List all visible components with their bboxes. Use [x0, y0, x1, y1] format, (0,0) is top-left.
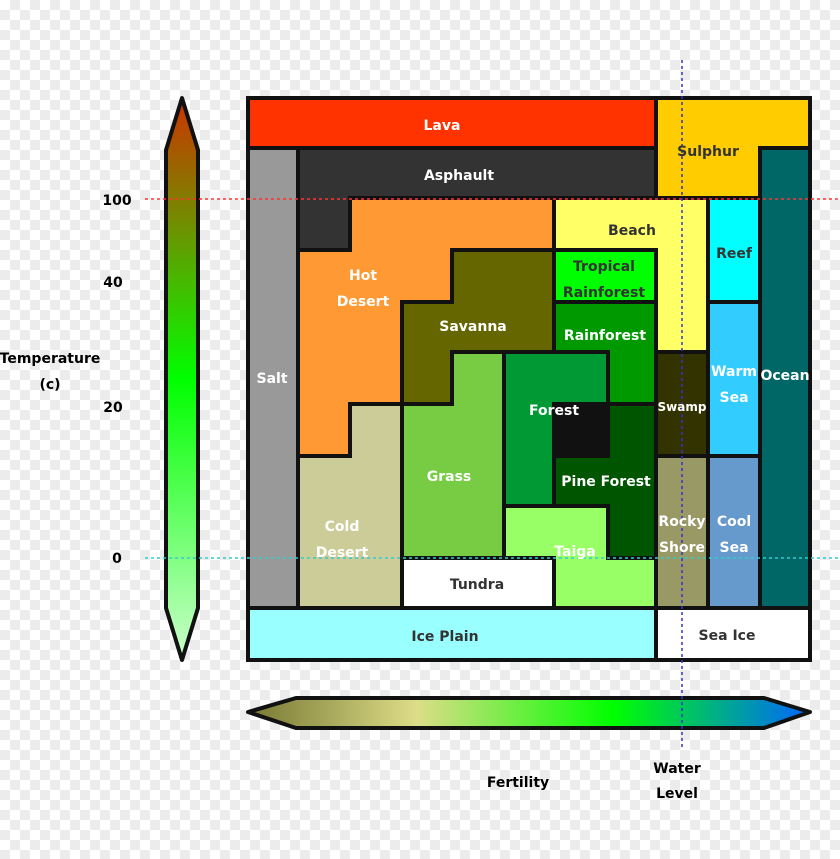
label-warm-sea-line-2: Sea — [719, 390, 748, 406]
label-cold-desert-line-2: Desert — [316, 545, 369, 561]
label-asphault-line-1: Asphault — [424, 168, 494, 184]
label-hot-desert: Hot Desert — [337, 268, 390, 310]
label-cold-desert: Cold Desert — [316, 519, 369, 561]
label-lava-line-1: Lava — [424, 118, 461, 134]
temperature-tick-0: 0 — [112, 551, 122, 567]
label-hot-desert-line-2: Desert — [337, 294, 390, 310]
temperature-tick-100: 100 — [102, 193, 131, 209]
temperature-axis-label: Temperature — [0, 351, 100, 367]
region-sea-ice — [654, 606, 812, 662]
temperature-tick-20: 20 — [103, 400, 123, 416]
label-reef: Reef — [716, 246, 753, 262]
label-reef-line-1: Reef — [716, 246, 753, 262]
label-cool-sea: Cool Sea — [717, 514, 751, 556]
fertility-axis-label: Fertility — [487, 775, 549, 791]
label-tundra: Tundra — [450, 577, 504, 593]
label-cool-sea-line-2: Sea — [719, 540, 748, 556]
label-sulphur: Sulphur — [677, 144, 739, 160]
label-swamp-line-1: Swamp — [658, 400, 707, 414]
label-salt-line-1: Salt — [256, 371, 287, 387]
label-swamp: Swamp — [658, 400, 707, 414]
label-lava: Lava — [424, 118, 461, 134]
label-ocean-line-1: Ocean — [760, 368, 809, 384]
label-grass-line-1: Grass — [427, 469, 472, 485]
label-tropical-rainforest: Tropical Rainforest — [563, 259, 645, 301]
temperature-axis-unit: (c) — [39, 377, 60, 393]
label-tropical-rainforest-line-1: Tropical — [573, 259, 635, 275]
label-rocky-shore: Rocky Shore — [658, 514, 705, 556]
label-sulphur-line-1: Sulphur — [677, 144, 739, 160]
label-forest-line-1: Forest — [529, 403, 579, 419]
label-beach: Beach — [608, 223, 656, 239]
water-level-label-line1: Water — [653, 761, 701, 777]
label-rainforest: Rainforest — [564, 328, 646, 344]
biome-regions — [246, 96, 812, 662]
label-sea-ice: Sea Ice — [699, 628, 756, 644]
region-rocky-shore — [654, 454, 710, 610]
label-savanna: Savanna — [439, 319, 506, 335]
label-sea-ice-line-1: Sea Ice — [699, 628, 756, 644]
label-pine-forest: Pine Forest — [561, 474, 651, 490]
label-cold-desert-line-1: Cold — [325, 519, 360, 535]
fertility-scale-arrow — [246, 696, 812, 730]
label-savanna-line-1: Savanna — [439, 319, 506, 335]
label-asphault: Asphault — [424, 168, 494, 184]
label-cool-sea-line-1: Cool — [717, 514, 751, 530]
label-rainforest-line-1: Rainforest — [564, 328, 646, 344]
label-tropical-rainforest-line-2: Rainforest — [563, 285, 645, 301]
temperature-scale-arrow — [164, 96, 200, 662]
label-tundra-line-1: Tundra — [450, 577, 504, 593]
label-ice-plain: Ice Plain — [411, 629, 478, 645]
water-level-label-line2: Level — [656, 786, 698, 802]
label-grass: Grass — [427, 469, 472, 485]
region-cool-sea — [706, 454, 762, 610]
label-rocky-shore-line-2: Shore — [659, 540, 705, 556]
label-rocky-shore-line-1: Rocky — [658, 514, 705, 530]
label-salt: Salt — [256, 371, 287, 387]
temperature-tick-40: 40 — [103, 275, 123, 291]
label-warm-sea-line-1: Warm — [711, 364, 757, 380]
label-beach-line-1: Beach — [608, 223, 656, 239]
label-forest: Forest — [529, 403, 579, 419]
label-taiga: Taiga — [554, 544, 595, 560]
label-hot-desert-line-1: Hot — [349, 268, 377, 284]
label-ice-plain-line-1: Ice Plain — [411, 629, 478, 645]
label-pine-forest-line-1: Pine Forest — [561, 474, 651, 490]
label-warm-sea: Warm Sea — [711, 364, 757, 406]
label-ocean: Ocean — [760, 368, 809, 384]
label-taiga-line-1: Taiga — [554, 544, 595, 560]
